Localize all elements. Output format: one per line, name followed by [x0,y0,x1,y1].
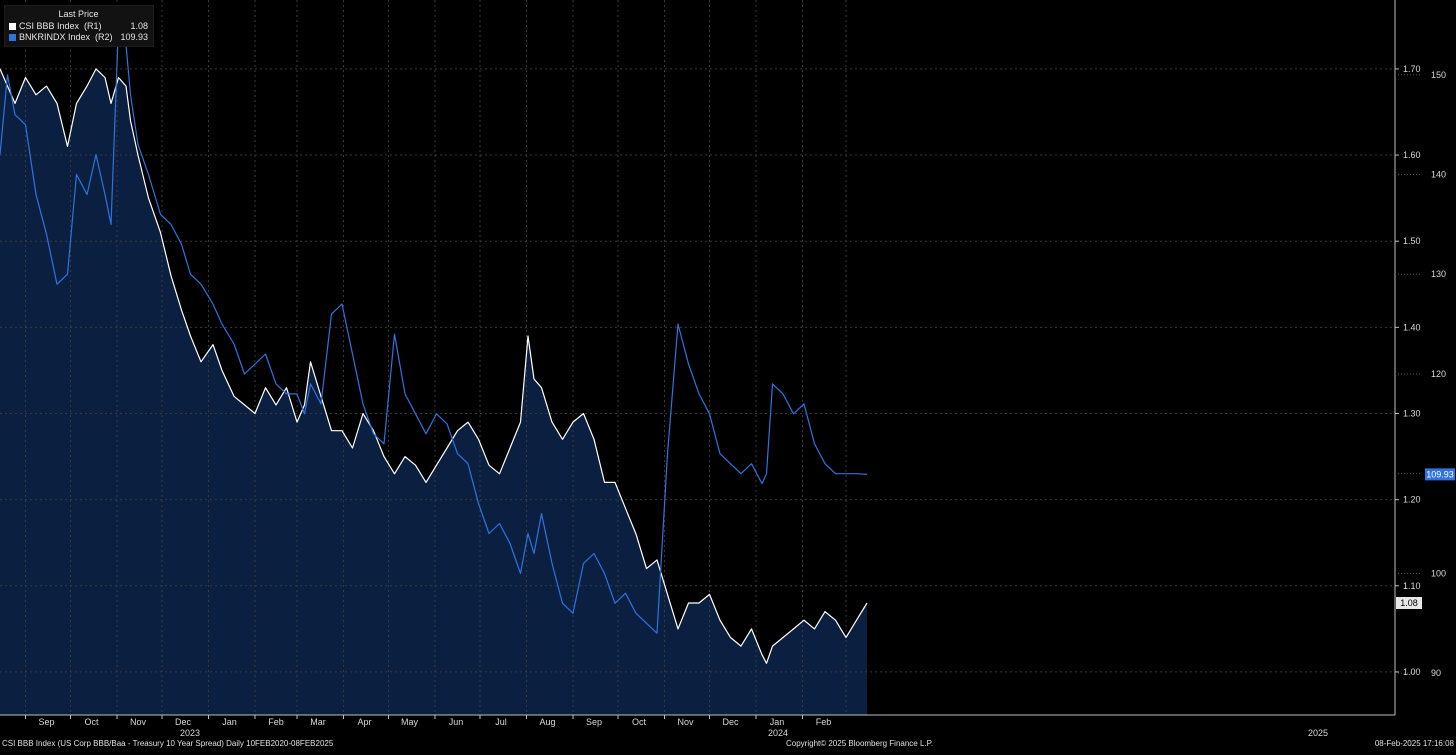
x-month-label-3: Dec [175,717,192,727]
x-month-label-7: Apr [357,717,371,727]
x-month-label-10: Jul [495,717,507,727]
x-month-label-2: Nov [130,717,147,727]
x-month-label-14: Nov [677,717,694,727]
footer-description: CSI BBB Index (US Corp BBB/Baa - Treasur… [2,739,334,748]
r2-tick-label-0: 90 [1431,668,1441,678]
r2-tick-label-4: 130 [1431,269,1446,279]
r1-tick-label-2: 1.20 [1403,495,1421,505]
x-month-label-6: Mar [310,717,326,727]
r1-tick-label-3: 1.30 [1403,408,1421,418]
x-month-label-11: Aug [539,717,555,727]
x-year-label-1: 2024 [768,728,788,738]
r1-tick-label-7: 1.70 [1403,64,1421,74]
last-value-label-csi: 1.08 [1400,598,1418,608]
legend-swatch-bnk [9,34,16,41]
footer-copyright: Copyright© 2025 Bloomberg Finance L.P. [786,739,934,748]
x-month-label-1: Oct [84,717,99,727]
legend-item-bnk: BNKRINDX Index (R2) 109.93 [9,32,148,43]
r1-tick-label-0: 1.00 [1403,667,1421,677]
r1-tick-label-6: 1.60 [1403,150,1421,160]
x-month-label-12: Sep [586,717,602,727]
x-month-label-13: Oct [632,717,647,727]
footer-timestamp: 08-Feb-2025 17:16:08 [1374,739,1454,748]
csi-area-fill [0,68,867,715]
x-year-label-2: 2025 [1308,728,1328,738]
legend-item-csi: CSI BBB Index (R1) 1.08 [9,21,148,32]
x-month-label-15: Dec [722,717,739,727]
x-month-label-17: Feb [816,717,832,727]
legend-title: Last Price [58,9,99,19]
r2-tick-label-3: 120 [1431,369,1446,379]
x-month-label-16: Jan [770,717,785,727]
r1-tick-label-4: 1.40 [1403,322,1421,332]
series-line-bnk [0,24,868,634]
chart-legend: Last Price CSI BBB Index (R1) 1.08 BNKRI… [4,5,155,47]
x-month-label-9: Jun [449,717,464,727]
legend-name-bnk: BNKRINDX Index (R2) [19,32,113,42]
x-month-label-8: May [401,717,419,727]
r2-tick-label-1: 100 [1431,568,1446,578]
r1-tick-label-5: 1.50 [1403,236,1421,246]
series-line-csi [0,68,868,664]
legend-value-bnk: 109.93 [120,32,149,42]
last-value-badge-csi [1396,597,1422,610]
legend-value-csi: 1.08 [130,21,149,31]
x-month-label-4: Jan [222,717,237,727]
last-value-badge-bnk [1425,468,1455,481]
legend-name-csi: CSI BBB Index (R1) [19,21,102,31]
r1-tick-label-1: 1.10 [1403,581,1421,591]
r2-tick-label-5: 140 [1431,170,1446,180]
last-value-label-bnk: 109.93 [1426,469,1454,479]
x-year-label-0: 2023 [180,728,200,738]
r2-tick-label-6: 150 [1431,70,1446,80]
legend-swatch-csi [9,23,16,30]
x-month-label-0: Sep [38,717,54,727]
x-month-label-5: Feb [268,717,284,727]
chart-footer: CSI BBB Index (US Corp BBB/Baa - Treasur… [0,738,1456,750]
